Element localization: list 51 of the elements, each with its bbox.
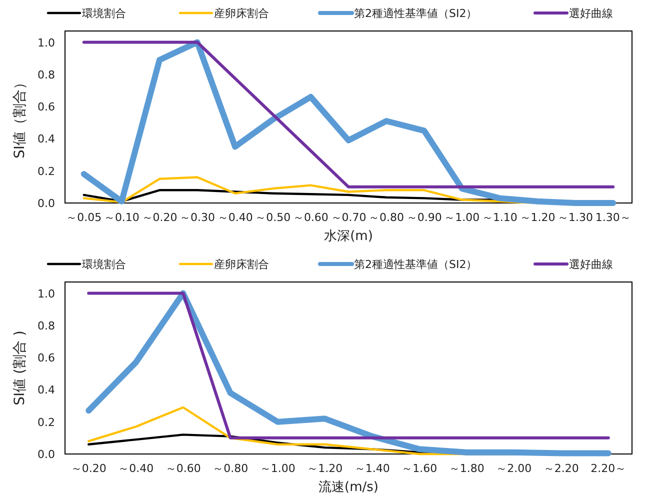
y-tick-label: 0.4 <box>38 132 55 146</box>
x-tick-label: ～0.60 <box>165 462 201 475</box>
legend-label: 環境割合 <box>82 258 126 271</box>
legend-label: 産卵床割合 <box>214 258 269 271</box>
x-tick-label: ～0.40 <box>217 211 253 224</box>
x-tick-label: ～0.20 <box>142 211 178 224</box>
legend-label: 選好曲線 <box>569 258 613 271</box>
x-tick-label: ～0.80 <box>212 462 248 475</box>
legend-label: 第2種適性基準値（SI2） <box>354 258 478 271</box>
x-tick-label: 2.20～ <box>590 462 626 475</box>
y-tick-label: 0.6 <box>38 352 55 365</box>
x-tick-label: ～1.30 <box>558 211 594 224</box>
x-tick-label: ～0.30 <box>180 211 216 224</box>
x-tick-label: ～2.00 <box>496 462 532 475</box>
y-tick-label: 0.8 <box>38 319 55 332</box>
y-tick-label: 0.2 <box>38 164 55 178</box>
x-tick-label: ～0.60 <box>292 211 328 224</box>
legend-label: 選好曲線 <box>569 7 613 20</box>
x-tick-label: ～0.80 <box>368 211 404 224</box>
x-tick-label: ～1.40 <box>354 462 390 475</box>
x-tick-label: ～0.50 <box>255 211 291 224</box>
x-axis-title: 流速(m/s) <box>318 479 378 495</box>
x-tick-label: ～0.70 <box>330 211 366 224</box>
x-tick-label: ～1.20 <box>307 462 343 475</box>
y-tick-label: 0.0 <box>38 448 55 461</box>
x-tick-label: ～0.90 <box>406 211 442 224</box>
x-tick-label: ～0.10 <box>104 211 140 224</box>
y-axis-title: SI値 (割合 ) <box>12 330 28 406</box>
y-axis-title: SI値（割合） <box>12 75 28 159</box>
x-tick-label: ～1.60 <box>402 462 438 475</box>
x-tick-label: ～2.20 <box>543 462 579 475</box>
x-tick-label: ～1.80 <box>448 462 484 475</box>
y-tick-label: 0.4 <box>38 384 55 397</box>
x-tick-label: ～0.05 <box>66 211 102 224</box>
x-tick-label: ～1.00 <box>444 211 480 224</box>
y-tick-label: 0.8 <box>38 68 55 82</box>
x-tick-label: ～1.10 <box>482 211 518 224</box>
legend-label: 産卵床割合 <box>214 7 269 20</box>
x-tick-label: ～0.40 <box>118 462 154 475</box>
y-tick-label: 0.0 <box>38 197 55 210</box>
legend-label: 環境割合 <box>82 7 126 20</box>
x-tick-label: ～1.00 <box>260 462 296 475</box>
legend-label: 第2種適性基準値（SI2） <box>354 7 478 20</box>
x-axis-title: 水深(m) <box>324 229 373 244</box>
y-tick-label: 0.2 <box>38 416 55 429</box>
x-tick-label: ～1.20 <box>520 211 556 224</box>
x-tick-label: ～0.20 <box>70 462 106 475</box>
y-tick-label: 0.6 <box>38 100 55 114</box>
y-tick-label: 1.0 <box>38 36 55 50</box>
y-tick-label: 1.0 <box>38 287 55 300</box>
x-tick-label: 1.30～ <box>595 211 631 224</box>
